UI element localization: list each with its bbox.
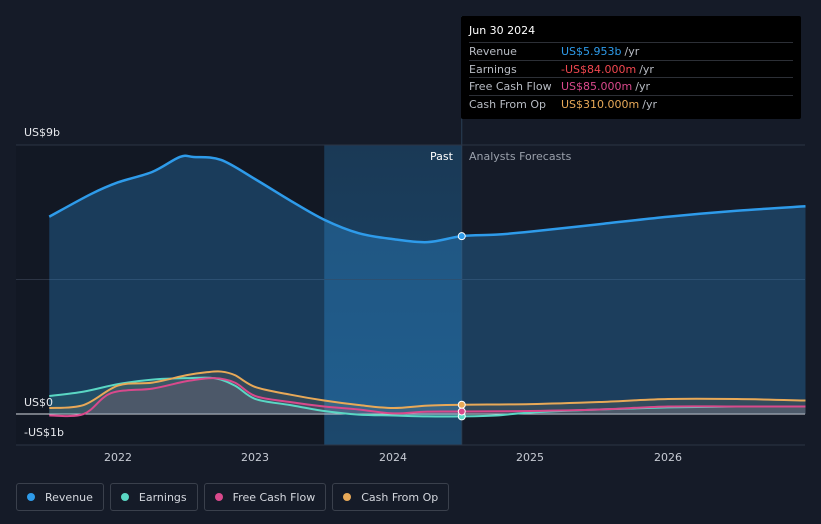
forecast-shade: [16, 145, 325, 445]
tooltip-value: US$310.000m: [561, 97, 640, 111]
revenue-line: [48, 154, 806, 244]
legend-label: Free Cash Flow: [232, 490, 316, 504]
tooltip-label: Earnings: [469, 62, 517, 76]
tooltip: Jun 30 2024 Revenue US$5.953b /yr Earnin…: [461, 16, 801, 119]
legend-label: Earnings: [138, 490, 187, 504]
past-highlight: [324, 145, 462, 445]
cash-from-op-marker: [457, 400, 466, 409]
cash-from-op-area: [49, 371, 806, 414]
legend-item-cash-from-op[interactable]: Cash From Op: [332, 483, 450, 511]
x-tick-label-2022: 2022: [104, 451, 132, 464]
tooltip-row-earnings: Earnings -US$84.000m /yr: [469, 59, 793, 78]
x-tick-label-2024: 2024: [379, 451, 407, 464]
y-tick-label-zero: US$0: [24, 396, 54, 409]
x-tick-label-2023: 2023: [241, 451, 269, 464]
tooltip-row-cfo: Cash From Op US$310.000m /yr: [469, 94, 793, 113]
tooltip-label: Revenue: [469, 45, 517, 58]
free-cash-flow-marker: [457, 407, 466, 416]
revenue-area: [49, 155, 806, 415]
legend-label: Revenue: [45, 490, 93, 504]
tooltip-value: US$5.953b: [561, 45, 622, 58]
earnings-area: [49, 377, 806, 417]
tooltip-row-revenue: Revenue US$5.953b /yr: [469, 42, 793, 60]
tooltip-label: Free Cash Flow: [469, 80, 552, 93]
free-cash-flow-dot-icon: [214, 493, 223, 501]
tooltip-row-fcf: Free Cash Flow US$85.000m /yr: [469, 77, 793, 95]
tooltip-value: US$85.000m: [561, 80, 633, 93]
legend-item-free-cash-flow[interactable]: Free Cash Flow: [203, 483, 327, 511]
legend-label: Cash From Op: [361, 490, 439, 504]
tooltip-date: Jun 30 2024: [469, 24, 536, 37]
past-label: Past: [430, 150, 453, 163]
legend-item-revenue[interactable]: Revenue: [16, 483, 104, 511]
revenue-dot-icon: [27, 493, 35, 501]
x-tick-label-2025: 2025: [516, 451, 544, 464]
tooltip-unit: /yr: [639, 62, 654, 76]
cash-from-op-line: [49, 370, 806, 410]
y-tick-label-top: US$9b: [24, 126, 61, 139]
tooltip-unit: /yr: [642, 97, 657, 111]
x-tick-label-2026: 2026: [654, 451, 682, 464]
legend-item-earnings[interactable]: Earnings: [109, 483, 198, 511]
tooltip-unit: /yr: [635, 80, 650, 93]
tooltip-label: Cash From Op: [469, 97, 547, 111]
cash-from-op-dot-icon: [343, 493, 352, 501]
y-tick-label-bottom: -US$1b: [24, 426, 64, 439]
forecast-label: Analysts Forecasts: [469, 150, 572, 163]
tooltip-value: -US$84.000m: [561, 62, 637, 76]
tooltip-unit: /yr: [624, 45, 640, 58]
free-cash-flow-line: [49, 377, 806, 418]
earnings-dot-icon: [120, 493, 129, 501]
revenue-marker: [457, 232, 466, 241]
legend: Revenue Earnings Free Cash Flow Cash Fro…: [16, 483, 450, 511]
